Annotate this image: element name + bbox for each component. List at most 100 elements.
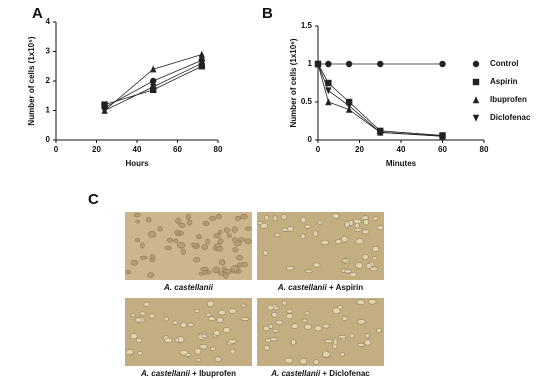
cell: [185, 213, 191, 221]
cell: [212, 266, 221, 274]
y-tick-label: 3: [46, 47, 51, 56]
cell: [284, 357, 293, 364]
cell: [175, 232, 181, 237]
cell: [362, 229, 370, 235]
cell: [356, 299, 365, 306]
y-tick-label: 1: [46, 106, 51, 115]
y-tick-label: 4: [46, 17, 51, 26]
cell: [376, 328, 382, 334]
y-tick-label: 0: [46, 135, 51, 144]
cell: [226, 233, 232, 238]
cell: [240, 317, 250, 321]
cell: [362, 253, 369, 261]
cell: [174, 337, 180, 343]
cell: [344, 269, 352, 274]
cell: [312, 230, 319, 237]
cell: [213, 233, 221, 239]
cell: [194, 309, 200, 313]
cell: [213, 330, 221, 336]
cell: [218, 309, 226, 316]
x-tick-label: 0: [316, 145, 321, 154]
cell: [125, 270, 131, 275]
cell: [235, 216, 241, 221]
cell: [341, 258, 349, 263]
y-tick-label: 0.5: [301, 97, 313, 106]
cell: [338, 335, 347, 339]
cell: [139, 311, 146, 316]
marker: [198, 50, 205, 58]
cell: [270, 337, 278, 342]
cell: [223, 272, 229, 279]
cell: [290, 338, 297, 346]
cell: [344, 221, 350, 228]
marker: [345, 60, 353, 68]
cell: [210, 346, 216, 351]
cell: [232, 246, 239, 253]
marker: [198, 60, 205, 67]
cell: [130, 313, 136, 318]
panel-label: A: [32, 5, 43, 22]
cell: [240, 262, 249, 268]
marker: [150, 65, 157, 73]
cell: [164, 245, 172, 251]
panel-label: C: [88, 191, 99, 208]
y-tick-label: 2: [46, 76, 51, 85]
cell: [280, 214, 288, 220]
cell: [272, 215, 278, 222]
cell: [285, 313, 294, 320]
cell: [125, 349, 134, 356]
caption-species: A. castellanii: [270, 369, 321, 378]
cell: [376, 225, 384, 231]
cell: [349, 333, 355, 339]
cell: [198, 271, 204, 276]
cell: [304, 323, 312, 330]
cell: [205, 238, 211, 245]
cell: [222, 326, 231, 333]
cell: [187, 322, 194, 327]
x-tick-label: 40: [133, 145, 142, 154]
legend-label: Aspirin: [490, 77, 518, 86]
cell: [286, 309, 293, 314]
cell: [281, 300, 287, 306]
cell: [205, 312, 212, 317]
micrograph: [257, 298, 384, 366]
cell: [341, 316, 348, 321]
y-tick-label: 1: [308, 59, 313, 68]
cell: [324, 339, 333, 344]
cell: [216, 317, 224, 323]
marker: [325, 79, 332, 87]
cell: [218, 259, 226, 266]
cell: [275, 319, 283, 325]
cell: [214, 243, 222, 248]
cell: [245, 226, 253, 231]
cell: [147, 231, 157, 238]
cell: [130, 259, 138, 266]
cell: [228, 339, 237, 344]
cell: [216, 214, 222, 220]
caption: A. castellanii + Diclofenac: [270, 369, 370, 378]
cell: [214, 356, 222, 362]
series-line: [317, 63, 443, 137]
cell: [202, 220, 210, 226]
x-tick-label: 0: [54, 145, 59, 154]
cell: [264, 338, 272, 343]
cell: [137, 350, 143, 356]
cell: [368, 298, 377, 305]
cell: [313, 359, 320, 365]
cell: [364, 339, 372, 346]
marker: [325, 60, 332, 68]
marker: [314, 60, 322, 68]
cell: [201, 244, 209, 250]
cell: [320, 239, 329, 246]
cell: [200, 267, 209, 272]
cell: [240, 303, 247, 308]
micrograph: [125, 212, 253, 280]
cell: [191, 242, 200, 247]
micrograph: [125, 298, 252, 366]
caption: A. castellanii + Aspirin: [277, 283, 363, 292]
cell: [372, 256, 378, 261]
cell: [175, 217, 181, 224]
cell: [145, 217, 152, 223]
cell: [260, 222, 268, 229]
